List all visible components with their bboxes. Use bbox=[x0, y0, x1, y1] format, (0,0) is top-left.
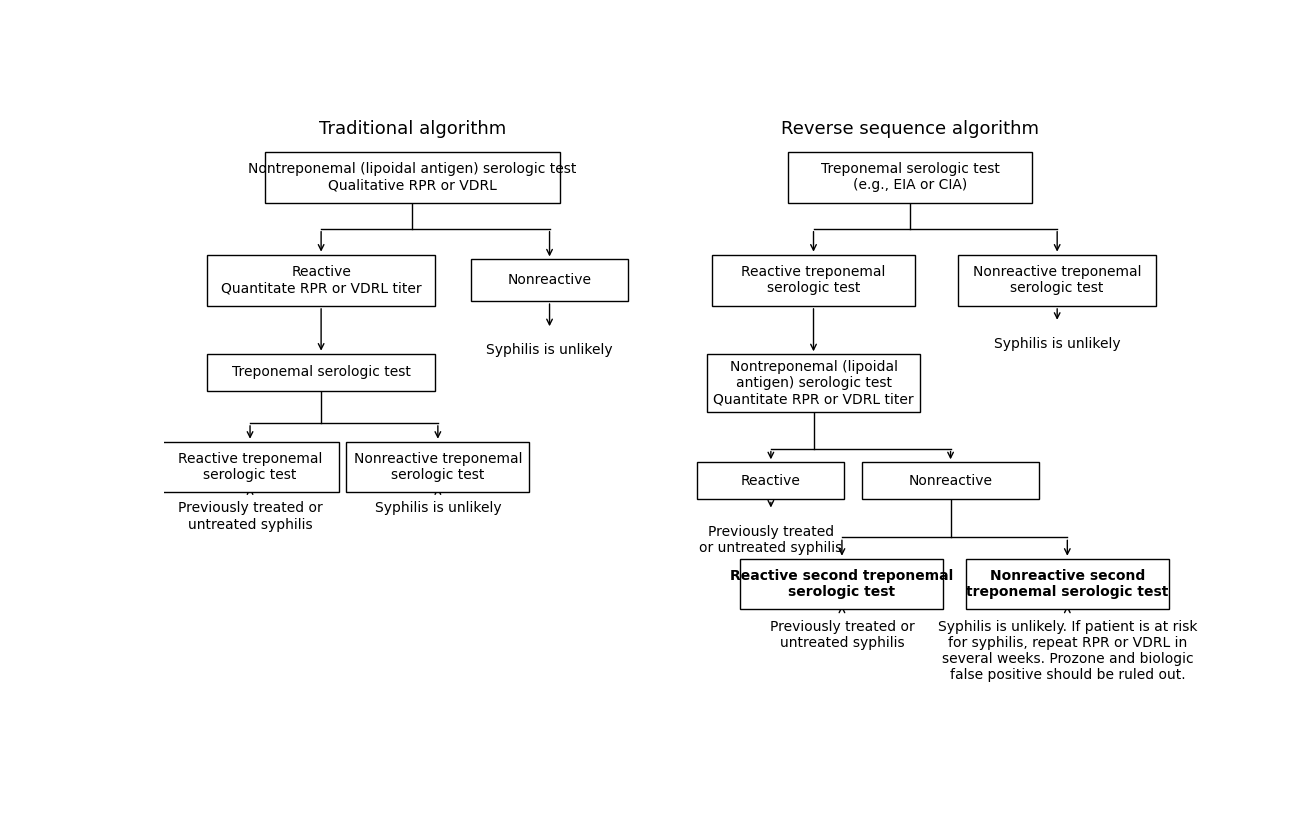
Text: Syphilis is unlikely: Syphilis is unlikely bbox=[486, 343, 613, 357]
FancyBboxPatch shape bbox=[789, 152, 1032, 203]
Text: Nontreponemal (lipoidal antigen) serologic test
Qualitative RPR or VDRL: Nontreponemal (lipoidal antigen) serolog… bbox=[249, 162, 576, 192]
FancyBboxPatch shape bbox=[207, 255, 435, 306]
FancyBboxPatch shape bbox=[346, 442, 529, 492]
Text: Syphilis is unlikely. If patient is at risk
for syphilis, repeat RPR or VDRL in
: Syphilis is unlikely. If patient is at r… bbox=[938, 620, 1197, 682]
FancyBboxPatch shape bbox=[958, 255, 1157, 306]
Text: Previously treated or
untreated syphilis: Previously treated or untreated syphilis bbox=[178, 501, 322, 532]
Text: Nonreactive second
treponemal serologic test: Nonreactive second treponemal serologic … bbox=[967, 569, 1169, 599]
FancyBboxPatch shape bbox=[713, 255, 914, 306]
Text: Syphilis is unlikely: Syphilis is unlikely bbox=[375, 501, 502, 515]
Text: Syphilis is unlikely: Syphilis is unlikely bbox=[994, 337, 1120, 351]
FancyBboxPatch shape bbox=[862, 463, 1039, 499]
FancyBboxPatch shape bbox=[965, 559, 1169, 609]
Text: Reactive
Quantitate RPR or VDRL titer: Reactive Quantitate RPR or VDRL titer bbox=[221, 266, 422, 296]
Text: Nontreponemal (lipoidal
antigen) serologic test
Quantitate RPR or VDRL titer: Nontreponemal (lipoidal antigen) serolog… bbox=[713, 360, 914, 407]
Text: Reactive: Reactive bbox=[741, 473, 800, 488]
FancyBboxPatch shape bbox=[740, 559, 943, 609]
FancyBboxPatch shape bbox=[697, 463, 845, 499]
Text: Previously treated or
untreated syphilis: Previously treated or untreated syphilis bbox=[769, 620, 914, 650]
Text: Reactive second treponemal
serologic test: Reactive second treponemal serologic tes… bbox=[730, 569, 954, 599]
Text: Treponemal serologic test: Treponemal serologic test bbox=[232, 365, 410, 379]
FancyBboxPatch shape bbox=[470, 260, 629, 301]
FancyBboxPatch shape bbox=[207, 353, 435, 391]
Text: Nonreactive treponemal
serologic test: Nonreactive treponemal serologic test bbox=[973, 266, 1141, 296]
FancyBboxPatch shape bbox=[265, 152, 559, 203]
Text: Reactive treponemal
serologic test: Reactive treponemal serologic test bbox=[178, 452, 322, 482]
Text: Nonreactive: Nonreactive bbox=[909, 473, 993, 488]
Text: Reverse sequence algorithm: Reverse sequence algorithm bbox=[781, 120, 1039, 138]
FancyBboxPatch shape bbox=[161, 442, 339, 492]
Text: Nonreactive: Nonreactive bbox=[507, 273, 592, 287]
Text: Previously treated
or untreated syphilis: Previously treated or untreated syphilis bbox=[700, 524, 842, 554]
Text: Nonreactive treponemal
serologic test: Nonreactive treponemal serologic test bbox=[354, 452, 523, 482]
Text: Treponemal serologic test
(e.g., EIA or CIA): Treponemal serologic test (e.g., EIA or … bbox=[820, 162, 1000, 192]
FancyBboxPatch shape bbox=[707, 354, 920, 412]
Text: Traditional algorithm: Traditional algorithm bbox=[318, 120, 506, 138]
Text: Reactive treponemal
serologic test: Reactive treponemal serologic test bbox=[741, 266, 886, 296]
